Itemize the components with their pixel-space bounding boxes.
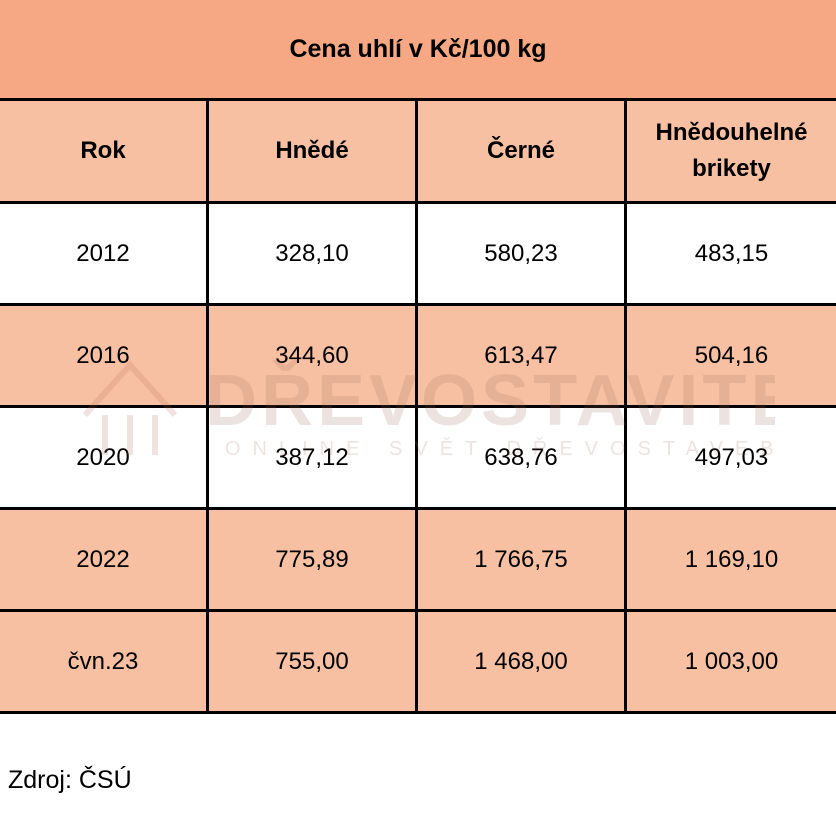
column-header-briquettes: Hnědouhelné brikety bbox=[627, 101, 836, 201]
cell-briquettes: 1 169,10 bbox=[684, 545, 779, 573]
cell-year: 2020 bbox=[0, 408, 209, 507]
cell-black: 1 766,75 bbox=[418, 510, 627, 609]
cell-black: 1 468,00 bbox=[418, 612, 627, 711]
cell-briquettes: 483,15 bbox=[694, 239, 769, 267]
cell-year: 2016 bbox=[0, 306, 209, 405]
table-row: 2020 387,12 638,76 497,03 bbox=[0, 408, 836, 510]
cell-briquettes: 1 003,00 bbox=[684, 647, 779, 675]
cell-brown: 344,60 bbox=[209, 306, 418, 405]
cell-black: 613,47 bbox=[418, 306, 627, 405]
table-row: 2022 775,89 1 766,75 1 169,10 bbox=[0, 510, 836, 612]
column-header-brown: Hnědé bbox=[209, 101, 418, 201]
source-note: Zdroj: ČSÚ bbox=[8, 766, 132, 794]
cell-brown: 775,89 bbox=[209, 510, 418, 609]
table-header-row: Rok Hnědé Černé Hnědouhelné brikety bbox=[0, 101, 836, 204]
cell-briquettes: 504,16 bbox=[694, 341, 769, 369]
cell-brown: 755,00 bbox=[209, 612, 418, 711]
table-title: Cena uhlí v Kč/100 kg bbox=[0, 0, 836, 101]
table-footer: Zdroj: ČSÚ bbox=[0, 714, 836, 817]
column-header-year: Rok bbox=[0, 101, 209, 201]
cell-brown: 328,10 bbox=[209, 204, 418, 303]
column-header-black: Černé bbox=[418, 101, 627, 201]
cell-year: 2022 bbox=[0, 510, 209, 609]
data-table: Rok Hnědé Černé Hnědouhelné brikety 2012… bbox=[0, 101, 836, 714]
cell-black: 580,23 bbox=[418, 204, 627, 303]
cell-brown: 387,12 bbox=[209, 408, 418, 507]
cell-year: čvn.23 bbox=[0, 612, 209, 711]
table-row: 2016 344,60 613,47 504,16 bbox=[0, 306, 836, 408]
cell-year: 2012 bbox=[0, 204, 209, 303]
cell-black: 638,76 bbox=[418, 408, 627, 507]
table-row: čvn.23 755,00 1 468,00 1 003,00 bbox=[0, 612, 836, 714]
table-row: 2012 328,10 580,23 483,15 bbox=[0, 204, 836, 306]
column-header-briquettes-label: Hnědouhelné brikety bbox=[655, 119, 808, 182]
cell-briquettes: 497,03 bbox=[694, 443, 769, 471]
